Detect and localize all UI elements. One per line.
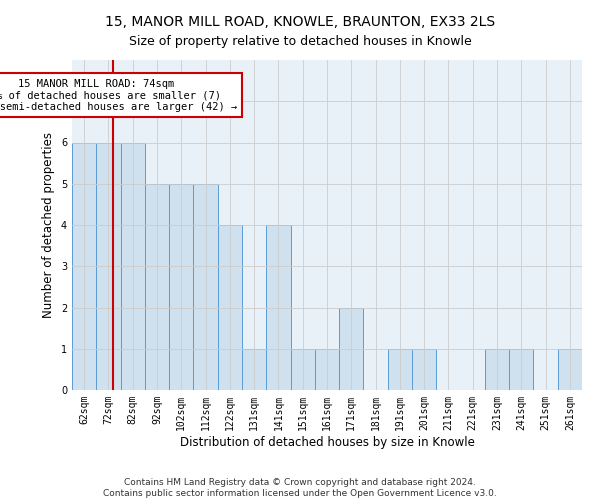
Bar (96, 142, 121, 390)
Bar (218, 225, 242, 390)
Bar (315, 349, 339, 390)
Text: 15, MANOR MILL ROAD, KNOWLE, BRAUNTON, EX33 2LS: 15, MANOR MILL ROAD, KNOWLE, BRAUNTON, E… (105, 15, 495, 29)
Bar (242, 349, 266, 390)
Bar (169, 184, 193, 390)
Bar (145, 184, 169, 390)
Bar (412, 349, 436, 390)
Bar (558, 349, 582, 390)
Bar (193, 184, 218, 390)
Bar (72, 142, 96, 390)
Text: Size of property relative to detached houses in Knowle: Size of property relative to detached ho… (128, 35, 472, 48)
Bar (339, 308, 364, 390)
Bar (485, 349, 509, 390)
Text: Contains HM Land Registry data © Crown copyright and database right 2024.
Contai: Contains HM Land Registry data © Crown c… (103, 478, 497, 498)
Bar (121, 142, 145, 390)
Y-axis label: Number of detached properties: Number of detached properties (43, 132, 55, 318)
Bar (266, 225, 290, 390)
Bar (290, 349, 315, 390)
X-axis label: Distribution of detached houses by size in Knowle: Distribution of detached houses by size … (179, 436, 475, 448)
Bar (388, 349, 412, 390)
Bar (509, 349, 533, 390)
Text: 15 MANOR MILL ROAD: 74sqm
← 14% of detached houses are smaller (7)
84% of semi-d: 15 MANOR MILL ROAD: 74sqm ← 14% of detac… (0, 78, 237, 112)
